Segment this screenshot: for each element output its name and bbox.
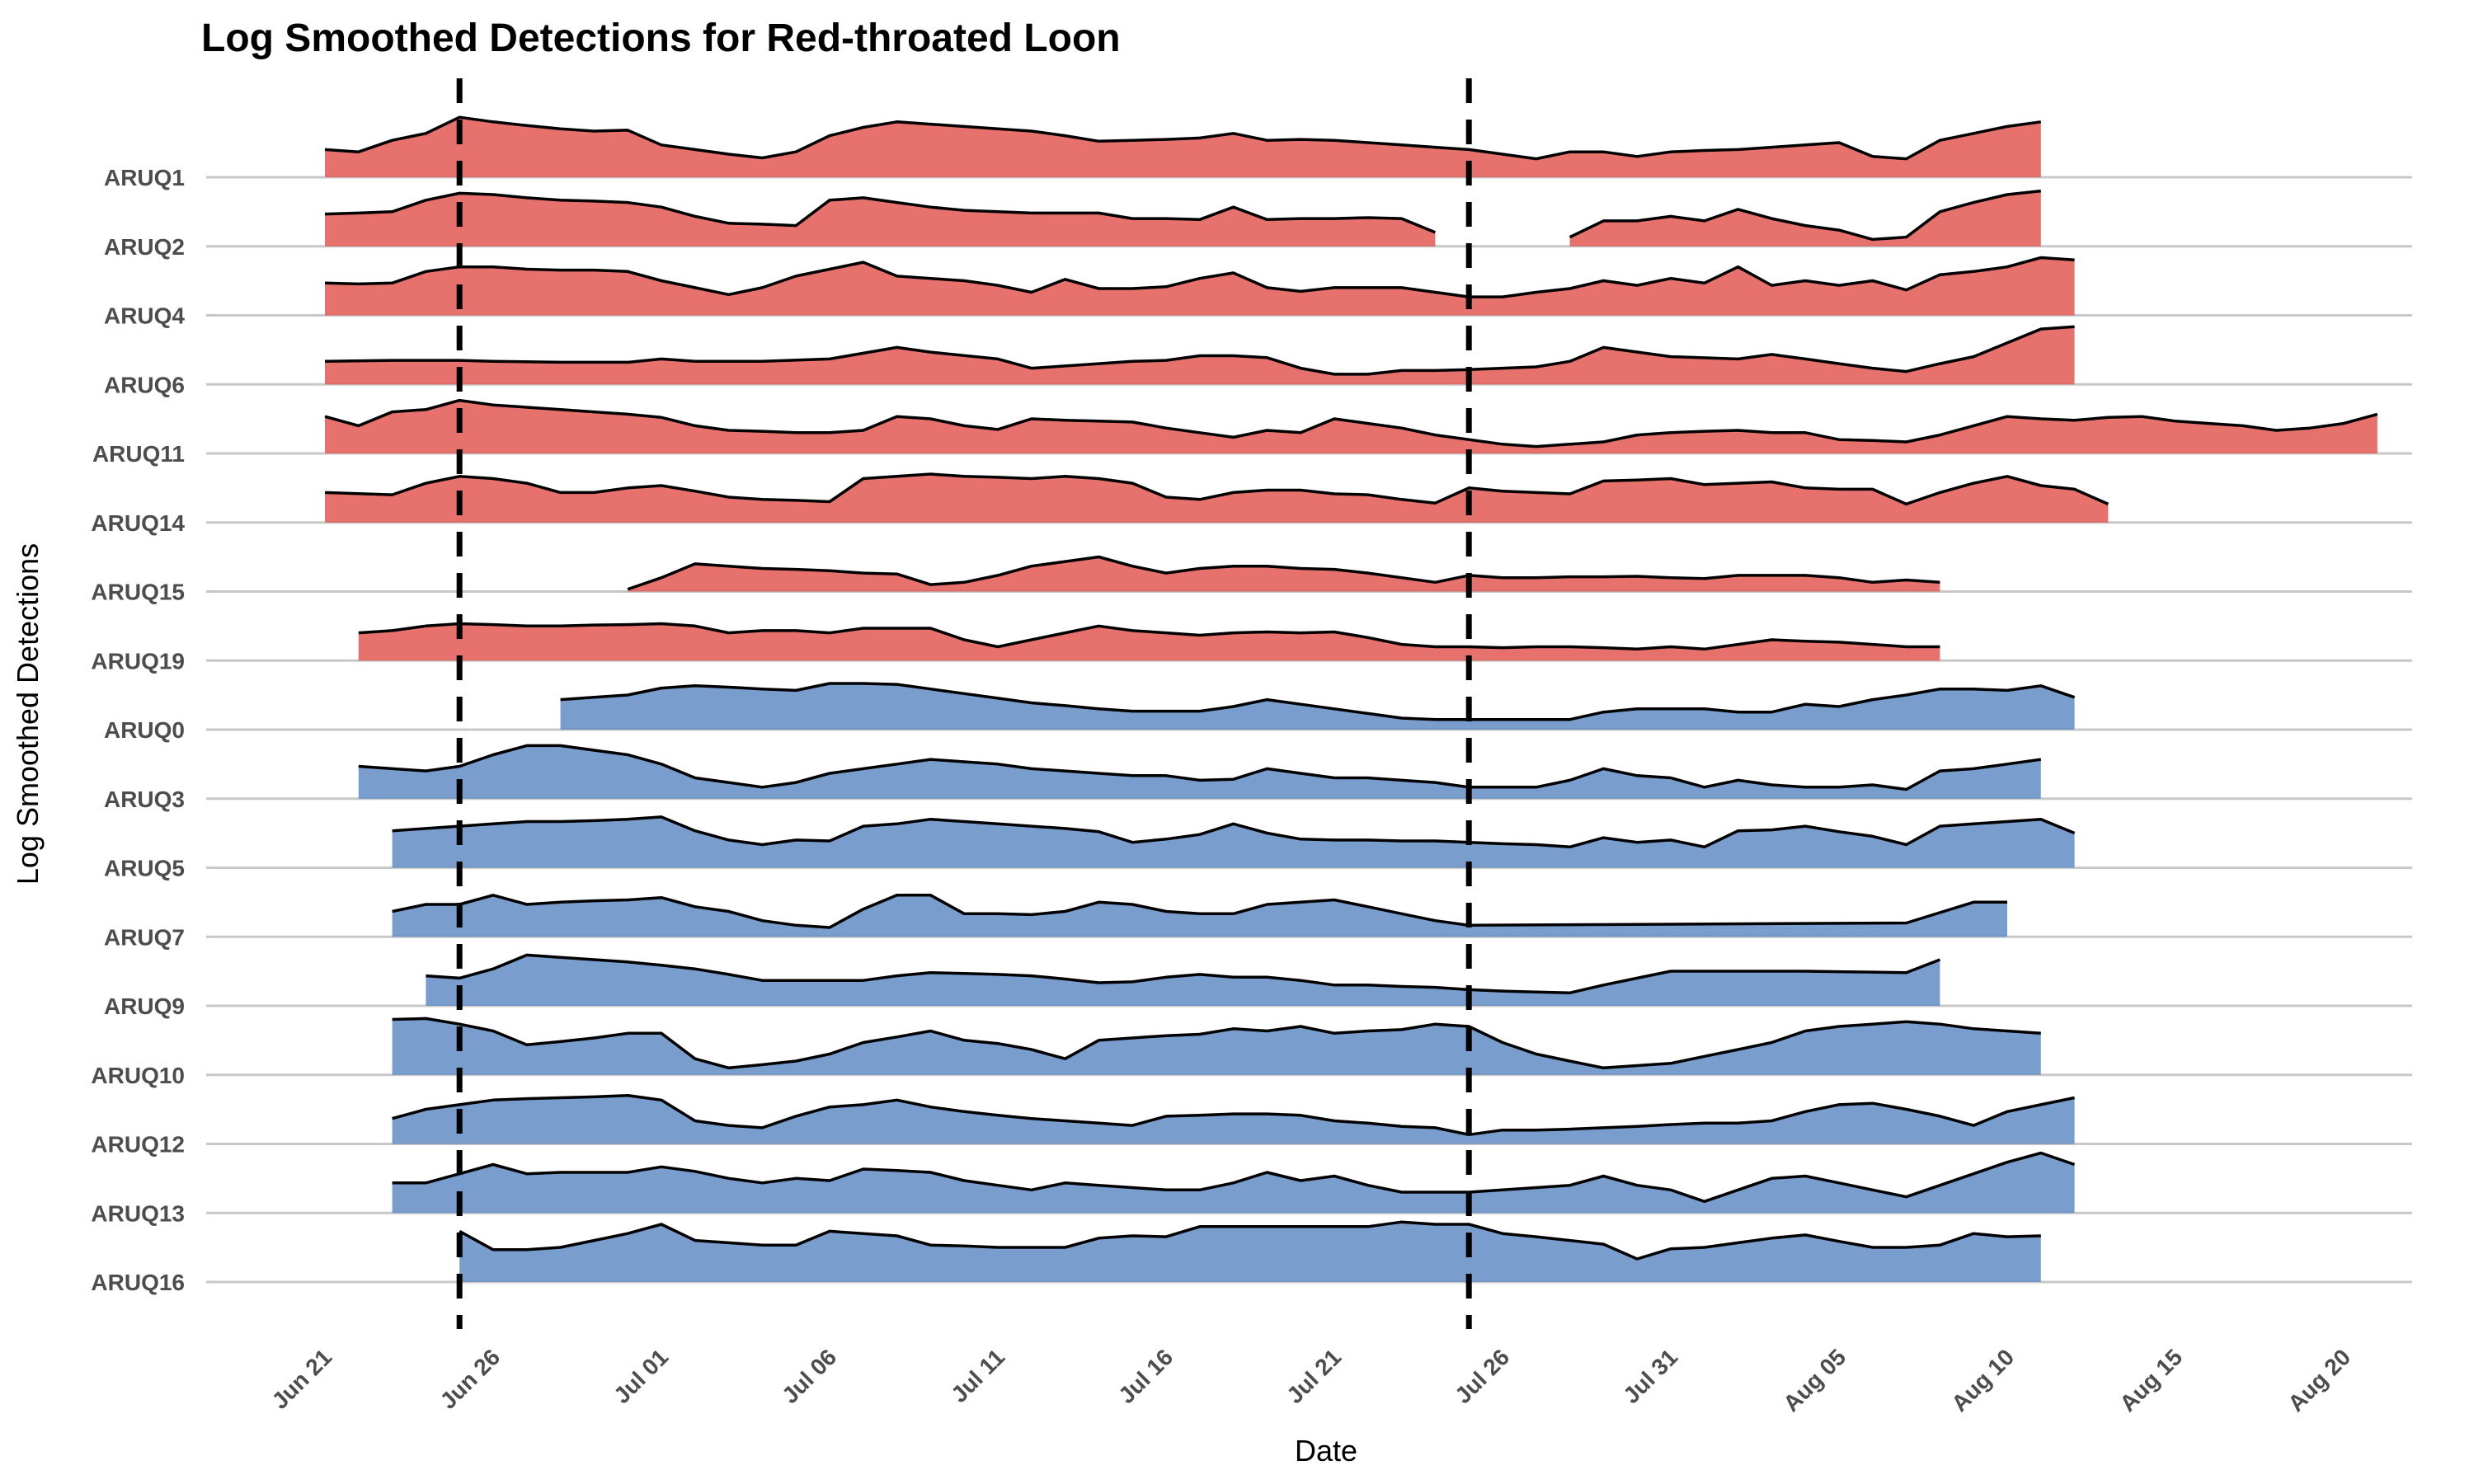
- ridge-aruq9: [426, 953, 1941, 1006]
- reference-lines: [456, 78, 1472, 1329]
- ridge-area: [560, 683, 2075, 730]
- site-label-aruq2: ARUQ2: [104, 234, 185, 260]
- x-tick-label: Aug 10: [1946, 1344, 2019, 1416]
- site-label-aruq15: ARUQ15: [91, 580, 185, 605]
- ridge-line: [392, 894, 2007, 929]
- site-label-aruq16: ARUQ16: [91, 1270, 185, 1295]
- ridge-aruq1: [324, 115, 2042, 177]
- x-tick-label: Aug 15: [2114, 1344, 2187, 1416]
- ridge-aruq4: [324, 256, 2075, 316]
- ridge-line: [459, 1220, 2041, 1261]
- ridges: [324, 115, 2378, 1282]
- ridge-aruq15: [627, 555, 1940, 592]
- ridge-line: [324, 398, 2378, 448]
- x-axis-title: Date: [1295, 1434, 1357, 1468]
- ridge-aruq11: [324, 398, 2378, 453]
- ridge-area: [325, 193, 1436, 247]
- ridge-aruq6: [324, 325, 2075, 385]
- ridge-area: [325, 400, 2378, 453]
- x-axis-ticks: Jun 21 Jun 26 Jul 01 Jul 06 Jul 11 Jul 16 Jul …: [267, 1344, 2356, 1416]
- ridge-area: [392, 895, 2008, 937]
- ridge-line: [358, 744, 2042, 791]
- site-label-aruq12: ARUQ12: [91, 1132, 185, 1158]
- ridge-area: [1569, 190, 2041, 247]
- site-label-aruq3: ARUQ3: [104, 787, 185, 812]
- ridge-line: [392, 1017, 2041, 1070]
- ridge-aruq0: [560, 682, 2076, 730]
- site-label-aruq11: ARUQ11: [92, 441, 185, 467]
- ridge-aruq14: [324, 472, 2109, 523]
- site-label-aruq4: ARUQ4: [104, 303, 185, 329]
- ridge-line: [426, 953, 1941, 995]
- site-label-aruq7: ARUQ7: [104, 924, 185, 950]
- ridge-aruq5: [392, 815, 2076, 868]
- ridge-area: [325, 117, 2041, 177]
- y-axis-title: Log Smoothed Detections: [11, 543, 45, 885]
- x-tick-label: Jul 01: [609, 1344, 673, 1408]
- ridge-area: [459, 1222, 2041, 1282]
- ridge-area: [392, 816, 2075, 868]
- x-tick-label: Aug 20: [2283, 1344, 2355, 1416]
- ridge-area: [358, 623, 1940, 661]
- site-label-aruq19: ARUQ19: [91, 648, 185, 674]
- site-label-aruq9: ARUQ9: [104, 993, 185, 1019]
- x-tick-label: Aug 05: [1778, 1344, 1851, 1416]
- ridge-aruq3: [358, 744, 2042, 799]
- ridge-area: [426, 955, 1940, 1006]
- ridge-area: [392, 1018, 2041, 1075]
- ridge-aruq16: [459, 1220, 2041, 1282]
- x-tick-label: Jul 31: [1618, 1344, 1682, 1408]
- x-tick-label: Jul 21: [1282, 1344, 1346, 1408]
- site-labels: ARUQ1 ARUQ2 ARUQ4 ARUQ6 ARUQ11 ARUQ14 ARUQ15 AR…: [91, 165, 185, 1295]
- ridge-line: [324, 472, 2109, 506]
- ridge-area: [325, 474, 2109, 523]
- ridge-aruq12: [392, 1093, 2075, 1144]
- ridge-aruq10: [392, 1017, 2041, 1075]
- site-label-aruq6: ARUQ6: [104, 372, 185, 397]
- site-label-aruq1: ARUQ1: [104, 165, 185, 190]
- x-tick-label: Jul 11: [946, 1344, 1009, 1407]
- site-label-aruq5: ARUQ5: [104, 856, 185, 881]
- ridge-area: [392, 1095, 2075, 1144]
- ridge-area: [325, 326, 2075, 385]
- site-label-aruq13: ARUQ13: [91, 1200, 185, 1226]
- x-tick-label: Jul 06: [777, 1344, 841, 1408]
- ridge-line: [392, 1151, 2076, 1204]
- x-tick-label: Jun 26: [435, 1344, 506, 1414]
- ridge-line: [324, 256, 2075, 298]
- ridge-aruq7: [392, 894, 2008, 937]
- ridge-line: [324, 115, 2042, 161]
- ridge-line: [358, 622, 1940, 651]
- site-label-aruq0: ARUQ0: [104, 717, 185, 743]
- x-tick-label: Jun 21: [267, 1344, 337, 1414]
- ridge-line: [1569, 189, 2041, 242]
- ridge-line: [324, 325, 2075, 376]
- ridge-line: [560, 682, 2076, 721]
- ridge-aruq2: [324, 189, 2041, 247]
- ridge-aruq13: [392, 1151, 2076, 1214]
- chart-title: Log Smoothed Detections for Red-throated…: [201, 16, 1121, 60]
- ridge-line: [392, 815, 2076, 849]
- site-label-aruq10: ARUQ10: [91, 1063, 185, 1088]
- x-tick-label: Jul 26: [1450, 1344, 1514, 1408]
- site-label-aruq14: ARUQ14: [91, 510, 185, 536]
- ridge-line: [627, 555, 1940, 591]
- ridge-area: [325, 257, 2075, 316]
- ridge-aruq19: [358, 622, 1940, 661]
- x-tick-label: Jul 16: [1113, 1344, 1178, 1408]
- ridge-line: [392, 1093, 2075, 1137]
- ridge-line: [324, 191, 1437, 234]
